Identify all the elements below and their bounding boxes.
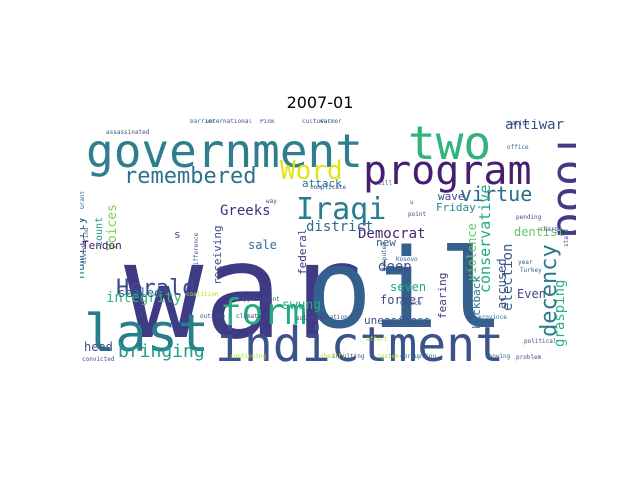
word-wave: wave: [438, 190, 465, 203]
word-greece: Greece: [400, 300, 422, 307]
word-word: Word: [280, 156, 343, 186]
word-election: election: [500, 244, 516, 311]
word-democrat: Democrat: [358, 226, 425, 242]
word-dentist: dentist: [514, 225, 565, 239]
word-last: last: [84, 304, 209, 364]
word-conservative: conservative: [476, 185, 494, 293]
word-year: year: [518, 259, 533, 266]
word-head: head: [84, 340, 113, 354]
word-insulting: insulting: [332, 353, 365, 360]
word-kosovo: Kosovo: [396, 256, 418, 263]
word-charge: charge: [540, 226, 562, 233]
word-attack: attack: [302, 177, 342, 190]
word-solution: solution: [296, 315, 325, 322]
word-u: u: [410, 199, 414, 206]
word-disputed: disputed: [381, 242, 388, 271]
word-barrier: barrier: [190, 119, 216, 125]
word-friday: Friday: [436, 201, 476, 214]
word-accused: accused: [495, 258, 509, 309]
word-two: two: [408, 119, 491, 170]
word-outside: outside: [200, 313, 226, 320]
word-s: s: [174, 228, 181, 241]
word-cultural: cultural: [302, 119, 331, 125]
word-bringing: bringing: [118, 341, 205, 362]
word-deep: deep: [378, 259, 412, 275]
word-new: new: [376, 236, 396, 249]
word-antiwar: antiwar: [505, 119, 564, 133]
word-uneasiness: uneasiness: [364, 314, 430, 327]
word-complicate: complicate: [310, 184, 347, 191]
word-war: war: [124, 215, 362, 369]
word-sale: sale: [248, 238, 277, 252]
word-humility: humility: [80, 216, 88, 279]
word-difference: difference: [193, 232, 200, 269]
word-province: province: [478, 314, 507, 321]
word-turkey: Turkey: [520, 267, 542, 274]
word-count: count: [94, 217, 105, 247]
word-grant: Grant: [80, 191, 86, 209]
word-form: form: [220, 292, 307, 333]
word-indictment: indictment: [215, 317, 504, 369]
word-kickback: kickback: [470, 276, 483, 329]
word-fearing: fearing: [436, 273, 449, 319]
word-voices: Voices: [105, 204, 120, 251]
word-corruption: corruption: [400, 353, 437, 360]
word-office: office: [507, 144, 529, 151]
word-point: point: [408, 211, 426, 218]
word-system: system: [377, 353, 399, 360]
word-coalition: coalition: [186, 291, 219, 298]
word-program: program: [363, 148, 532, 194]
word-sheriff: sheriff: [320, 353, 346, 360]
word-still: still: [374, 180, 392, 187]
word-decency: decency: [537, 244, 562, 337]
word-pending: pending: [516, 214, 542, 221]
word-continuing: continuing: [230, 353, 267, 360]
word-convicted: convicted: [82, 356, 115, 363]
word-virtue: virtue: [460, 182, 532, 206]
chart-title: 2007-01: [286, 93, 354, 112]
word-tendon: Tendon: [82, 239, 122, 252]
word-herald: Herald: [116, 276, 195, 301]
word-negotiations: Negotiations: [308, 314, 352, 321]
word-divide: divide: [81, 242, 88, 264]
word-sealed: sealed: [118, 286, 161, 300]
word-assassinated: assassinated: [106, 129, 150, 136]
word-former: former: [380, 293, 423, 307]
word-grasping: grasping: [552, 280, 568, 347]
word-violence: violence: [465, 223, 479, 281]
word-seven: seven: [390, 280, 426, 294]
word-oil: oil: [306, 225, 505, 353]
word-receiving: receiving: [211, 225, 224, 285]
word-find: find: [83, 227, 90, 242]
word-district: district: [306, 219, 373, 235]
word-problem: problem: [516, 354, 542, 361]
word-swung: swung: [282, 298, 321, 313]
word-federal: federal: [296, 229, 309, 275]
word-iraqi: Iraqi: [296, 192, 386, 227]
word-remembered: remembered: [124, 164, 256, 189]
word-pink: Pink: [260, 119, 275, 125]
word-integrity: integrity: [106, 290, 182, 306]
word-greeks: Greeks: [220, 203, 271, 219]
word-political: political: [524, 338, 557, 345]
word-government: government: [86, 124, 363, 178]
word-state: state: [563, 229, 570, 247]
word-showing: showing: [485, 353, 511, 360]
word-climate: climate: [236, 313, 262, 320]
word-nation: nation: [508, 120, 530, 127]
word-effort: effort: [366, 336, 388, 343]
word-international: international: [205, 119, 252, 125]
word-way: way: [266, 198, 277, 205]
word-even: Even: [517, 287, 546, 301]
word-food: food: [547, 133, 576, 239]
word-appointment: appointment: [240, 296, 280, 303]
word-warmer: warmer: [320, 119, 342, 125]
